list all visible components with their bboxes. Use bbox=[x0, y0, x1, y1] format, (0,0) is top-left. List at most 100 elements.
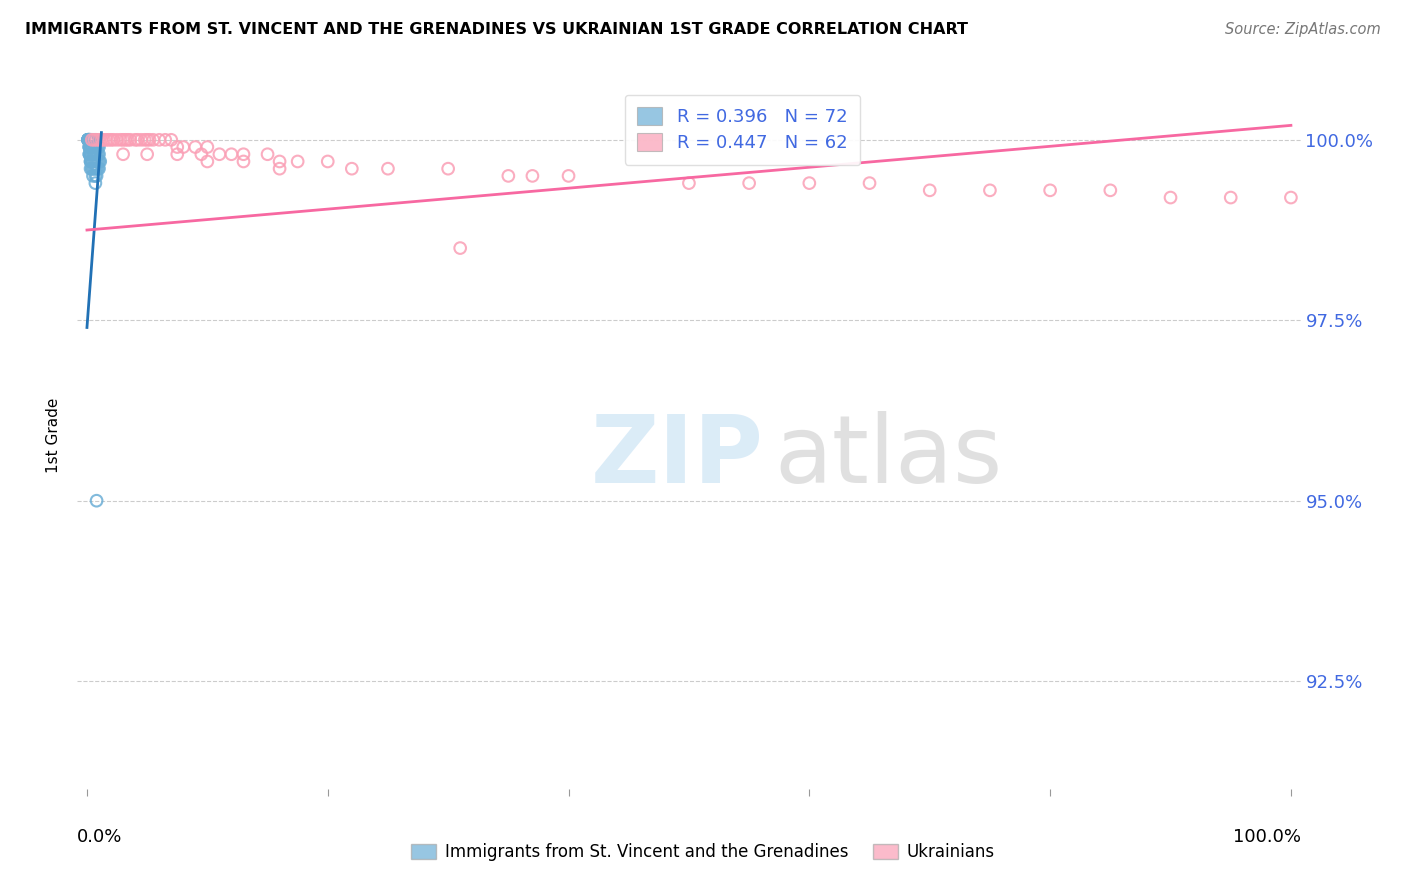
Point bbox=[134, 133, 156, 147]
Point bbox=[87, 161, 110, 176]
Point bbox=[84, 154, 107, 169]
Point bbox=[79, 154, 101, 169]
Point bbox=[120, 133, 142, 147]
Point bbox=[79, 161, 101, 176]
Point bbox=[195, 140, 218, 154]
Point bbox=[89, 154, 111, 169]
Text: 100.0%: 100.0% bbox=[1233, 829, 1301, 847]
Point bbox=[82, 147, 104, 161]
Point bbox=[84, 133, 107, 147]
Point bbox=[136, 147, 159, 161]
Point bbox=[86, 161, 108, 176]
Point bbox=[79, 133, 101, 147]
Point bbox=[82, 133, 104, 147]
Point bbox=[79, 140, 101, 154]
Point bbox=[1099, 183, 1122, 197]
Text: ZIP: ZIP bbox=[591, 411, 763, 503]
Point bbox=[269, 154, 291, 169]
Legend: R = 0.396   N = 72, R = 0.447   N = 62: R = 0.396 N = 72, R = 0.447 N = 62 bbox=[624, 95, 860, 165]
Point bbox=[93, 133, 115, 147]
Point bbox=[77, 133, 100, 147]
Point bbox=[84, 176, 107, 190]
Point bbox=[82, 161, 104, 176]
Point bbox=[82, 154, 104, 169]
Point bbox=[79, 147, 101, 161]
Point bbox=[256, 147, 278, 161]
Point bbox=[155, 133, 177, 147]
Point bbox=[79, 140, 101, 154]
Point bbox=[77, 133, 100, 147]
Point bbox=[83, 154, 105, 169]
Point bbox=[77, 133, 100, 147]
Point bbox=[1160, 190, 1182, 204]
Point bbox=[449, 241, 471, 255]
Point bbox=[79, 140, 101, 154]
Point bbox=[316, 154, 339, 169]
Point bbox=[377, 161, 399, 176]
Point bbox=[79, 147, 101, 161]
Point bbox=[86, 493, 108, 508]
Point bbox=[87, 133, 110, 147]
Point bbox=[83, 147, 105, 161]
Point bbox=[84, 147, 107, 161]
Point bbox=[114, 133, 136, 147]
Point bbox=[79, 133, 101, 147]
Point bbox=[79, 133, 101, 147]
Point bbox=[90, 133, 112, 147]
Point bbox=[858, 176, 880, 190]
Point bbox=[87, 140, 110, 154]
Point bbox=[112, 133, 135, 147]
Point bbox=[77, 133, 100, 147]
Point bbox=[87, 154, 110, 169]
Point bbox=[87, 154, 110, 169]
Point bbox=[1279, 190, 1302, 204]
Point bbox=[142, 133, 165, 147]
Point bbox=[117, 133, 139, 147]
Point bbox=[83, 140, 105, 154]
Point bbox=[110, 133, 132, 147]
Point bbox=[79, 140, 101, 154]
Point bbox=[738, 176, 761, 190]
Point bbox=[80, 140, 103, 154]
Point bbox=[79, 133, 101, 147]
Point bbox=[166, 140, 188, 154]
Point bbox=[86, 140, 108, 154]
Point bbox=[79, 140, 101, 154]
Point bbox=[79, 154, 101, 169]
Point bbox=[124, 133, 146, 147]
Point bbox=[77, 133, 100, 147]
Point bbox=[87, 161, 110, 176]
Point bbox=[83, 161, 105, 176]
Point bbox=[79, 133, 101, 147]
Point bbox=[80, 154, 103, 169]
Point bbox=[112, 147, 135, 161]
Point bbox=[522, 169, 544, 183]
Point bbox=[678, 176, 700, 190]
Point bbox=[105, 133, 128, 147]
Point bbox=[84, 140, 107, 154]
Point bbox=[80, 133, 103, 147]
Point bbox=[82, 140, 104, 154]
Point bbox=[221, 147, 243, 161]
Point bbox=[96, 133, 118, 147]
Point bbox=[80, 154, 103, 169]
Point bbox=[77, 133, 100, 147]
Point bbox=[86, 154, 108, 169]
Legend: Immigrants from St. Vincent and the Grenadines, Ukrainians: Immigrants from St. Vincent and the Gren… bbox=[405, 837, 1001, 868]
Point bbox=[97, 133, 120, 147]
Point bbox=[184, 140, 207, 154]
Point bbox=[79, 133, 101, 147]
Point bbox=[86, 147, 108, 161]
Point bbox=[172, 140, 194, 154]
Point bbox=[190, 147, 212, 161]
Point bbox=[269, 161, 291, 176]
Point bbox=[87, 147, 110, 161]
Point bbox=[77, 133, 100, 147]
Point bbox=[77, 133, 100, 147]
Point bbox=[79, 147, 101, 161]
Text: 0.0%: 0.0% bbox=[77, 829, 122, 847]
Point bbox=[287, 154, 309, 169]
Point bbox=[100, 133, 122, 147]
Point bbox=[557, 169, 579, 183]
Point bbox=[80, 133, 103, 147]
